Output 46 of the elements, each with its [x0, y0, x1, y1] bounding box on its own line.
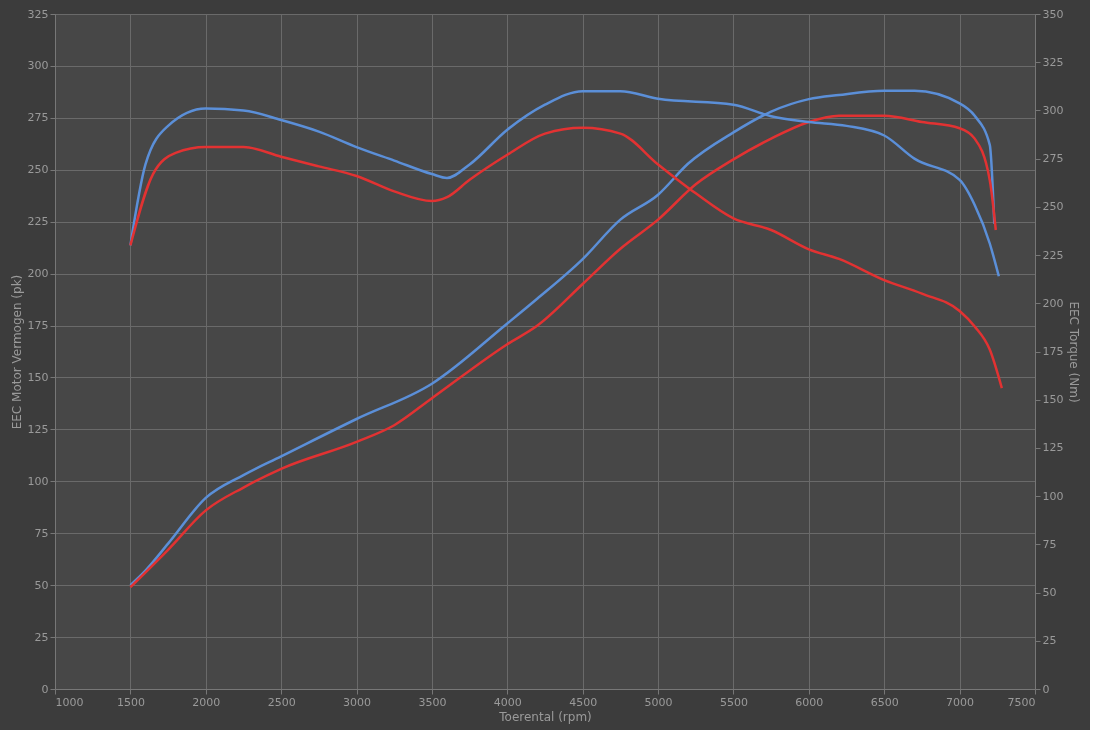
y2-tick-label: 0 — [1042, 682, 1050, 696]
y-tick-label: 75 — [34, 526, 49, 540]
x-tick-label: 7000 — [946, 695, 975, 709]
x-tick-label: 2000 — [192, 695, 221, 709]
y2-tick-label: 250 — [1042, 200, 1064, 214]
y2-tick-label: 225 — [1042, 248, 1064, 262]
x-tick-label: 6500 — [870, 695, 899, 709]
y-tick-label: 300 — [27, 59, 49, 73]
x-tick-label: 3500 — [418, 695, 447, 709]
x-tick-label: 6000 — [795, 695, 824, 709]
y2-tick-label: 200 — [1042, 296, 1064, 310]
y2-tick-label: 75 — [1042, 537, 1057, 551]
x-tick-label: 1000 — [55, 695, 84, 709]
y2-tick-label: 50 — [1042, 586, 1057, 600]
y2-tick-label: 325 — [1042, 55, 1064, 69]
x-tick-label: 3000 — [343, 695, 372, 709]
x-tick-label: 4000 — [493, 695, 522, 709]
y-tick-label: 125 — [27, 422, 49, 436]
y-tick-label: 225 — [27, 215, 49, 229]
y-tick-label: 250 — [27, 163, 49, 177]
y2-tick-label: 275 — [1042, 152, 1064, 166]
y2-tick-label: 25 — [1042, 634, 1057, 648]
y-tick-label: 25 — [34, 630, 49, 644]
x-tick-label: 2500 — [267, 695, 296, 709]
y2-tick-label: 175 — [1042, 345, 1064, 358]
x-axis-title: Toerental (rpm) — [498, 709, 592, 724]
y-axis-title: EEC Motor Vermogen (pk) — [9, 274, 24, 430]
y-tick-label: 50 — [34, 578, 49, 592]
x-tick-label: 5000 — [644, 695, 673, 709]
x-tick-label: 4500 — [569, 695, 598, 709]
y-tick-label: 275 — [27, 111, 49, 125]
y-tick-label: 325 — [27, 7, 49, 21]
y-tick-label: 150 — [27, 370, 49, 384]
x-tick-label: 7500 — [1007, 695, 1036, 709]
x-tick-label: 1500 — [116, 695, 145, 709]
y2-tick-label: 100 — [1042, 489, 1064, 503]
y2-tick-label: 125 — [1042, 441, 1064, 455]
x-tick-label: 5500 — [719, 695, 748, 709]
y2-tick-label: 350 — [1042, 7, 1064, 21]
y-tick-label: 0 — [41, 682, 49, 696]
y-tick-label: 200 — [27, 267, 49, 281]
y-tick-label: 100 — [27, 474, 49, 488]
y2-tick-label: 300 — [1042, 103, 1064, 117]
y-tick-label: 175 — [27, 319, 49, 333]
y2-tick-label: 150 — [1042, 393, 1064, 407]
y2-axis-title: EEC Torque (Nm) — [1067, 301, 1082, 403]
